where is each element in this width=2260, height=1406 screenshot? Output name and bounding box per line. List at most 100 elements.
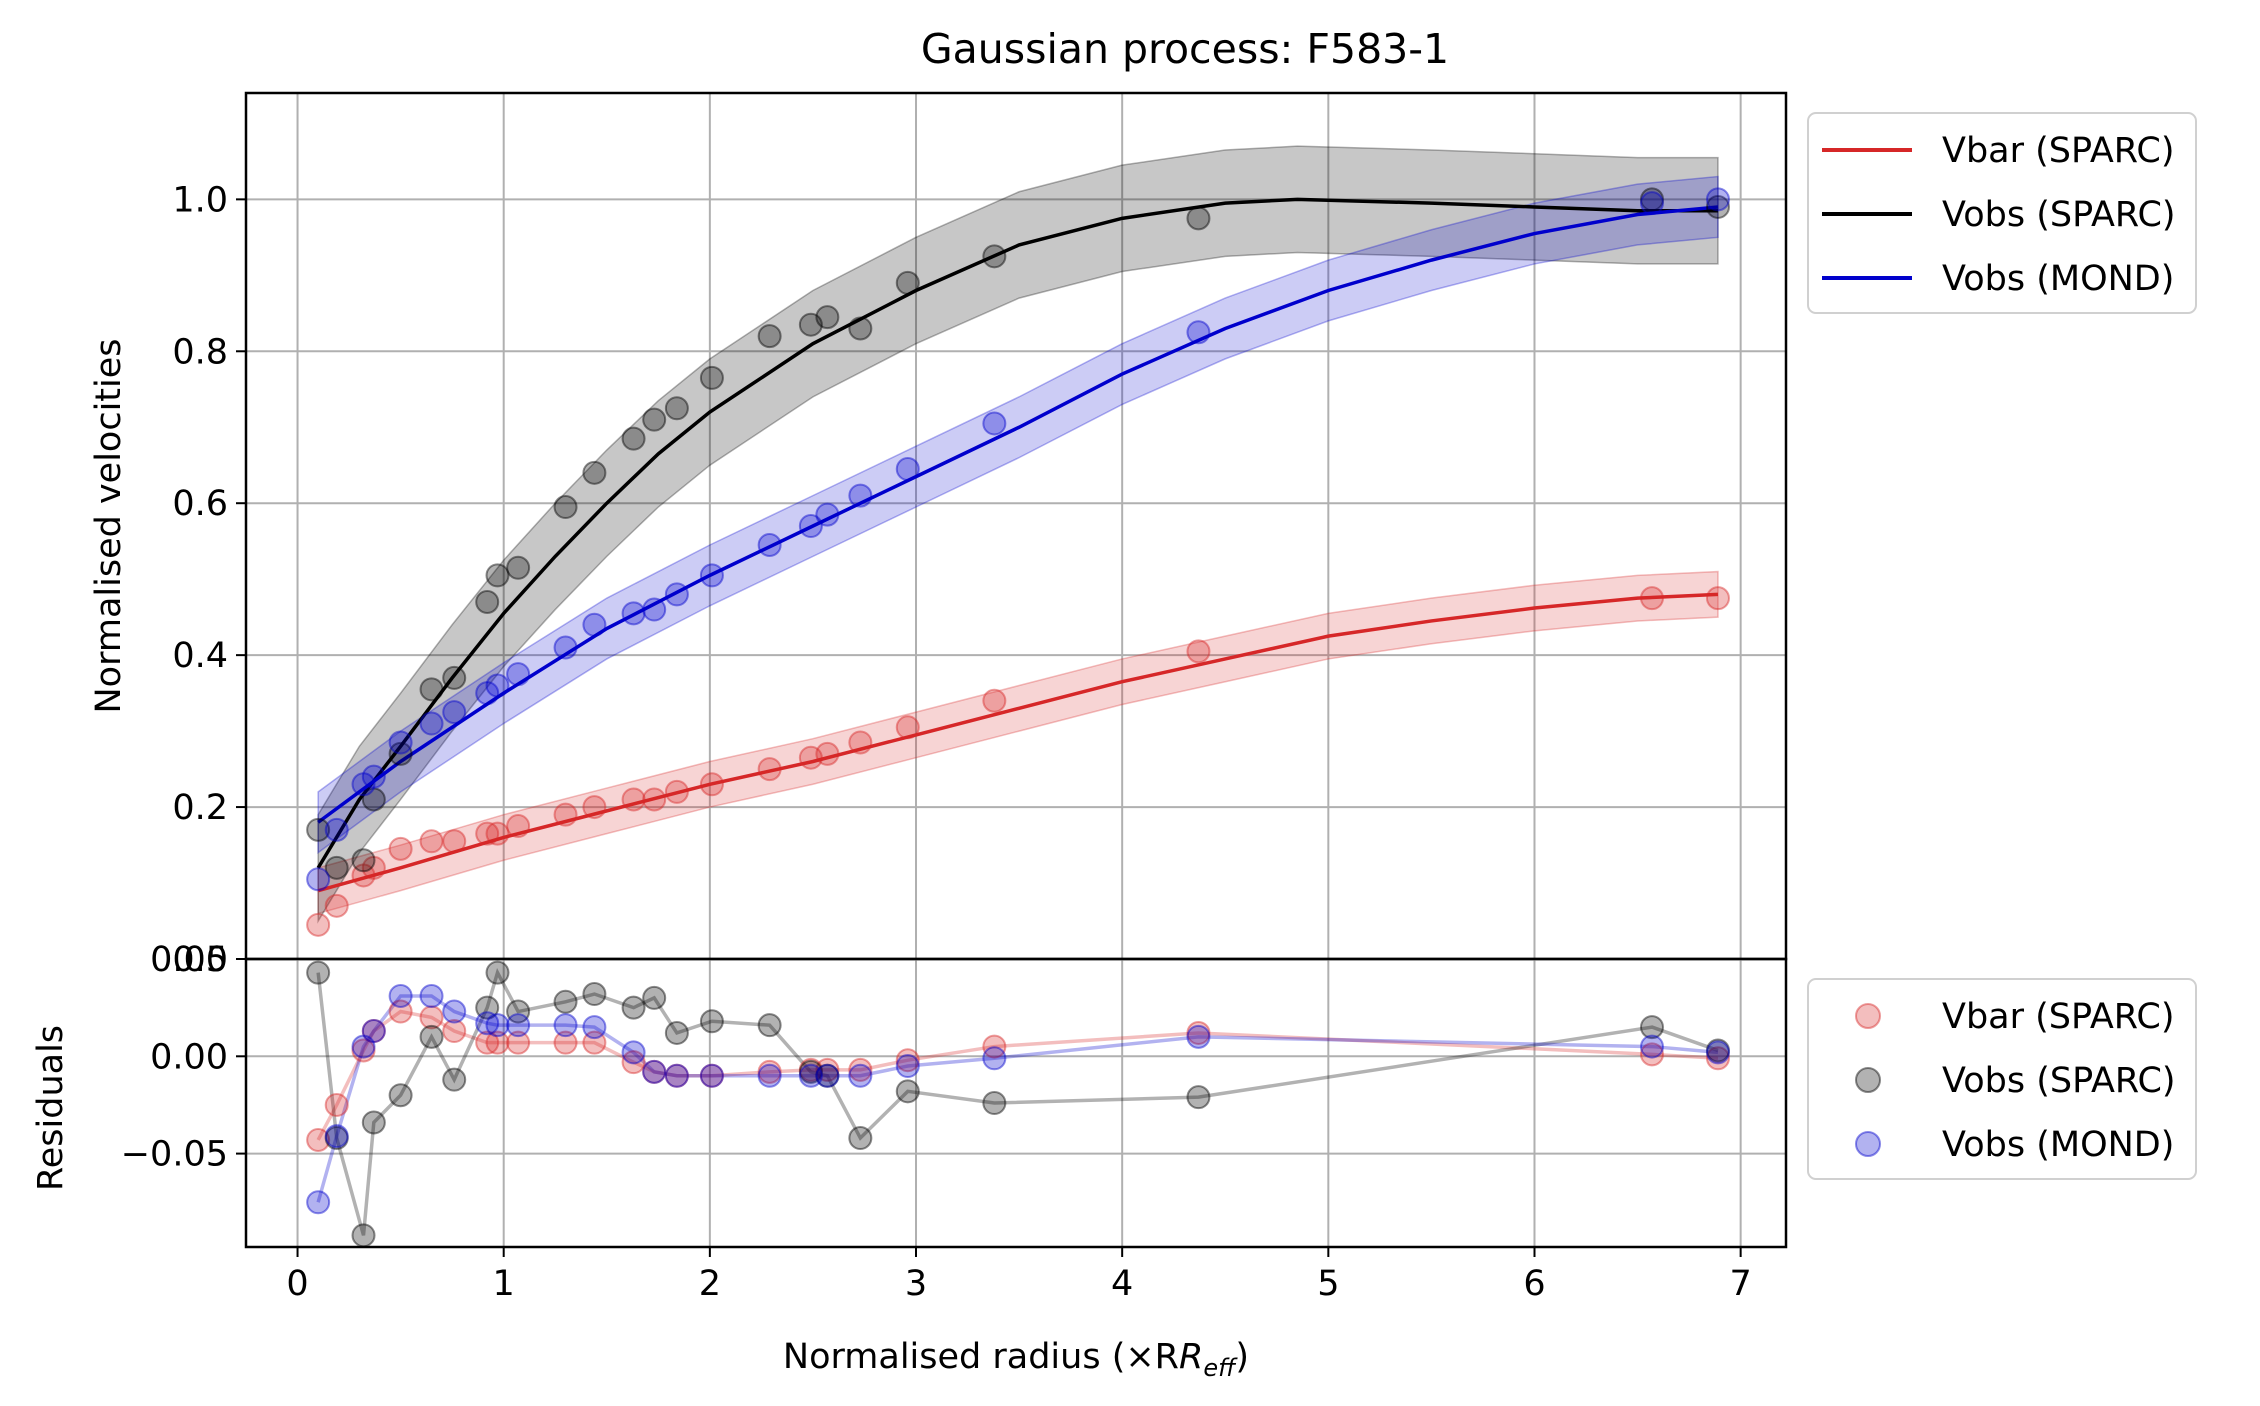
residual-point: [621, 1040, 646, 1065]
residual-point: [1186, 1085, 1211, 1110]
residual-point: [388, 1083, 413, 1108]
data-point: [506, 555, 531, 580]
legend-point-label: Vobs (SPARC): [1942, 1061, 2176, 1101]
data-point: [848, 483, 873, 508]
residual-point: [582, 982, 607, 1007]
main-y-tick-label: 0.6: [172, 484, 228, 524]
residual-y-ticks: 0.05 0.00 −0.05: [121, 940, 246, 1175]
x-tick-label: 6: [1523, 1264, 1545, 1304]
x-axis-label: Normalised radius (×RReff): [783, 1337, 1249, 1382]
data-point: [506, 814, 531, 839]
data-point: [664, 582, 689, 607]
residual-point: [361, 1110, 386, 1135]
data-point: [895, 457, 920, 482]
data-point: [982, 411, 1007, 436]
data-point: [419, 711, 444, 736]
data-point: [442, 829, 467, 854]
residual-plot-panel: 0.05 0.00 −0.05 0 1 2 3 4 5 6 7 Residuals Normali…: [31, 940, 1788, 1382]
residual-point: [699, 1009, 724, 1034]
main-y-tick-label: 0.0: [172, 940, 228, 980]
residual-point: [621, 1050, 646, 1075]
uncertainty-band: [317, 175, 1719, 855]
legend-point-swatch: [1855, 1067, 1881, 1093]
data-point: [582, 460, 607, 485]
data-point: [848, 730, 873, 755]
residual-point: [306, 1190, 331, 1215]
data-point: [895, 270, 920, 295]
legend-point-swatch: [1855, 1003, 1881, 1029]
data-point: [361, 787, 386, 812]
data-point: [1705, 194, 1730, 219]
residual-point: [1639, 1042, 1664, 1067]
residual-point: [621, 995, 646, 1020]
data-point: [442, 665, 467, 690]
residual-point: [324, 1126, 349, 1151]
data-point: [485, 821, 510, 846]
residual-x-ticks: 0 1 2 3 4 5 6 7: [286, 1247, 1752, 1304]
uncertainty-band: [317, 145, 1719, 924]
residual-point: [419, 1005, 444, 1030]
residual-point: [1705, 1046, 1730, 1071]
residual-point: [553, 1030, 578, 1055]
residual-point: [506, 1013, 531, 1038]
residual-point: [442, 1019, 467, 1043]
data-point: [1186, 639, 1211, 664]
residual-y-axis-label: Residuals: [31, 1025, 71, 1191]
residual-point: [848, 1063, 873, 1088]
residual-point: [798, 1059, 823, 1084]
data-point: [757, 757, 782, 782]
x-tick-label: 1: [493, 1264, 515, 1304]
residual-point: [582, 1015, 607, 1040]
residual-point: [324, 1092, 349, 1117]
data-point: [699, 365, 724, 390]
residual-point: [506, 999, 531, 1024]
residual-point: [664, 1063, 689, 1088]
data-point: [798, 514, 823, 538]
x-tick-label: 3: [905, 1264, 927, 1304]
residual-point: [815, 1063, 840, 1088]
data-point: [485, 563, 510, 588]
main-y-tick-label: 1.0: [172, 180, 228, 220]
data-point: [1639, 191, 1664, 216]
data-point: [351, 863, 376, 888]
data-point: [982, 244, 1007, 269]
legend-lines-frame: [1807, 112, 2197, 314]
data-point: [324, 893, 349, 918]
data-point: [757, 532, 782, 557]
data-point: [582, 795, 607, 820]
legend-point-swatch: [1855, 1131, 1881, 1157]
data-point: [419, 677, 444, 702]
residual-point: [506, 1030, 531, 1055]
residual-point: [306, 1127, 331, 1152]
legend-point-label: Vobs (MOND): [1942, 1125, 2174, 1165]
residual-point: [848, 1126, 873, 1151]
data-point: [642, 407, 667, 432]
residual-point: [485, 1013, 510, 1038]
data-point: [642, 597, 667, 622]
data-point: [757, 324, 782, 349]
data-point: [982, 688, 1007, 713]
residual-point: [419, 1024, 444, 1049]
residual-point: [815, 1057, 840, 1082]
residual-point: [757, 1059, 782, 1084]
residual-point: [1705, 1038, 1730, 1063]
residual-y-tick-label: −0.05: [121, 1135, 228, 1175]
residual-point: [388, 983, 413, 1008]
residual-y-tick-label: 0.00: [150, 1037, 228, 1077]
residual-lines: [316, 968, 1719, 1236]
main-grid: [246, 93, 1786, 960]
fit-line: [317, 592, 1719, 893]
data-point: [621, 426, 646, 451]
uncertainty-band: [317, 570, 1719, 915]
residual-point: [351, 1223, 376, 1248]
residual-y-tick-label: 0.05: [150, 940, 228, 980]
residual-point: [699, 1063, 724, 1088]
residual-point: [419, 983, 444, 1008]
residual-point: [324, 1124, 349, 1149]
data-point: [1186, 320, 1211, 345]
residual-point: [664, 1020, 689, 1045]
data-point: [388, 836, 413, 861]
data-point: [664, 396, 689, 421]
residual-point: [485, 960, 510, 985]
residual-point: [757, 1013, 782, 1038]
